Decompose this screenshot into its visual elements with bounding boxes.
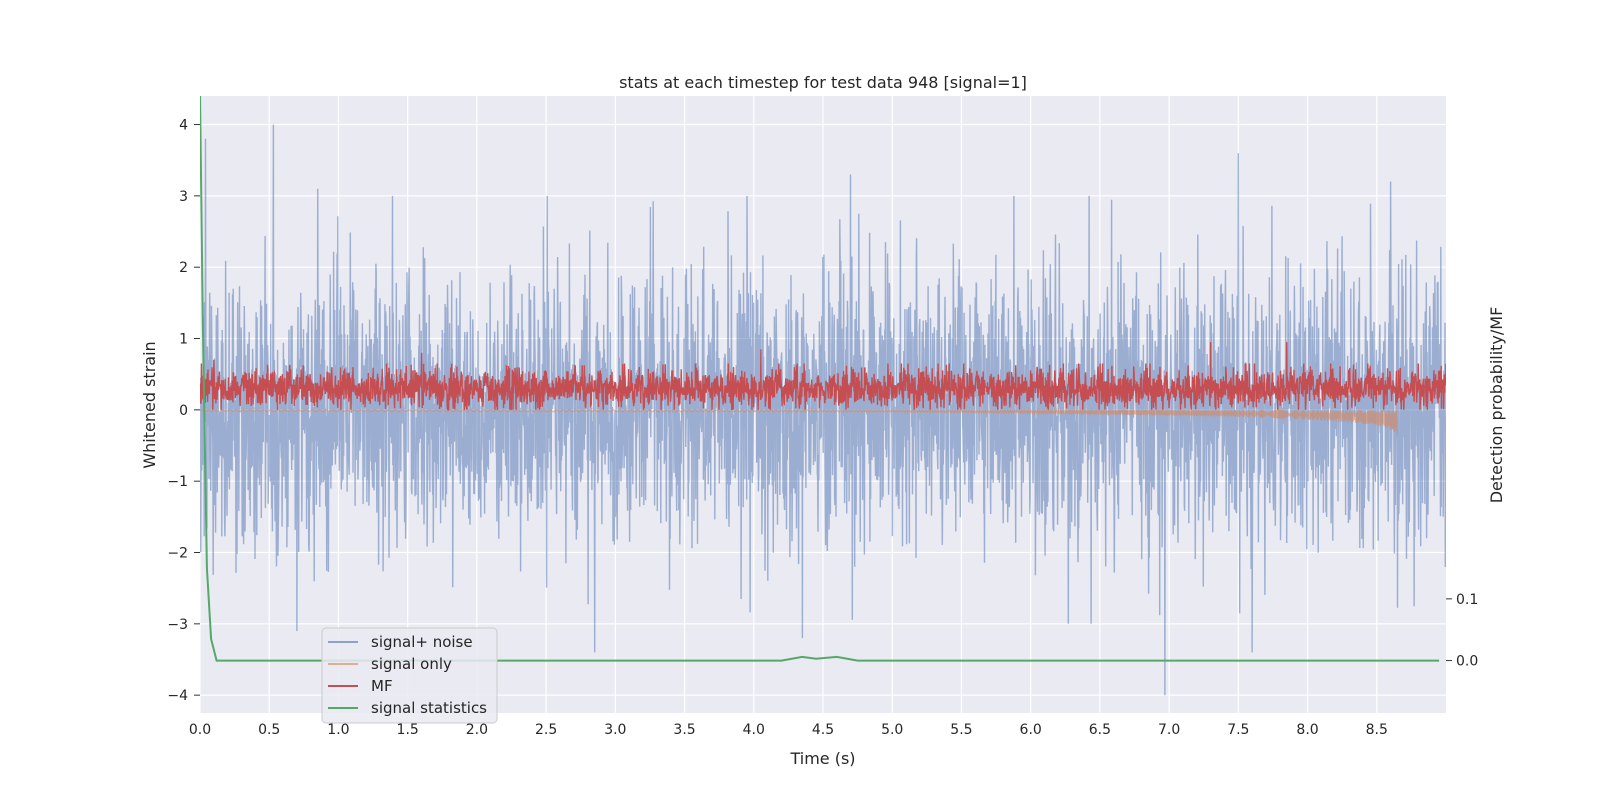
chart-title: stats at each timestep for test data 948… bbox=[619, 73, 1027, 92]
x-tick-label: 1.0 bbox=[327, 722, 349, 738]
y-tick-label: 1 bbox=[179, 332, 188, 348]
series-signal-statistics bbox=[200, 96, 1440, 662]
x-axis-label: Time (s) bbox=[789, 749, 855, 768]
y2-axis-ticks: 0.1 0.0 bbox=[1446, 592, 1478, 670]
x-tick-label: 6.5 bbox=[1089, 722, 1111, 738]
series-mf bbox=[200, 342, 1446, 411]
y-axis-label: Whitened strain bbox=[140, 341, 159, 468]
x-tick-label: 0.0 bbox=[189, 722, 211, 738]
y2-axis-label: Detection probability/MF bbox=[1487, 307, 1506, 504]
x-tick-label: 4.5 bbox=[812, 722, 834, 738]
y-tick-label: −3 bbox=[167, 617, 188, 633]
legend-label-signal-statistics: signal statistics bbox=[371, 699, 487, 717]
plot-area bbox=[200, 96, 1446, 696]
legend: signal+ noise signal only MF signal stat… bbox=[321, 627, 498, 724]
x-tick-label: 1.5 bbox=[397, 722, 419, 738]
y2-tick-label: 0.1 bbox=[1456, 592, 1478, 608]
y-tick-label: 2 bbox=[179, 260, 188, 276]
y-tick-label: 3 bbox=[179, 189, 188, 205]
x-axis-ticks: 0.0 0.5 1.0 1.5 2.0 2.5 3.0 3.5 4.0 4.5 5.0 5.5 6.0 6… bbox=[189, 722, 1388, 738]
x-tick-label: 7.5 bbox=[1227, 722, 1249, 738]
y-tick-label: 0 bbox=[179, 403, 188, 419]
x-tick-label: 2.5 bbox=[535, 722, 557, 738]
y-tick-label: −4 bbox=[167, 688, 188, 704]
legend-label-mf: MF bbox=[371, 677, 393, 695]
legend-label-signal-only: signal only bbox=[371, 655, 452, 673]
legend-box bbox=[321, 627, 498, 724]
y-tick-label: −2 bbox=[167, 546, 188, 562]
y-tick-label: 4 bbox=[179, 118, 188, 134]
x-tick-label: 5.5 bbox=[950, 722, 972, 738]
series-signal-only bbox=[200, 407, 1399, 435]
legend-label-signal-noise: signal+ noise bbox=[371, 633, 473, 651]
series-signal-noise bbox=[200, 124, 1446, 696]
x-tick-label: 7.0 bbox=[1158, 722, 1180, 738]
x-tick-label: 4.0 bbox=[743, 722, 765, 738]
x-tick-label: 8.0 bbox=[1296, 722, 1318, 738]
y-tick-label: −1 bbox=[167, 474, 188, 490]
x-tick-label: 6.0 bbox=[1020, 722, 1042, 738]
y2-tick-label: 0.0 bbox=[1456, 654, 1478, 670]
x-tick-label: 3.0 bbox=[604, 722, 626, 738]
x-tick-label: 8.5 bbox=[1366, 722, 1388, 738]
x-tick-label: 0.5 bbox=[258, 722, 280, 738]
y-axis-ticks: 4 3 2 1 0 −1 −2 −3 −4 bbox=[167, 118, 200, 704]
x-tick-label: 2.0 bbox=[466, 722, 488, 738]
x-tick-label: 3.5 bbox=[673, 722, 695, 738]
x-tick-label: 5.0 bbox=[881, 722, 903, 738]
